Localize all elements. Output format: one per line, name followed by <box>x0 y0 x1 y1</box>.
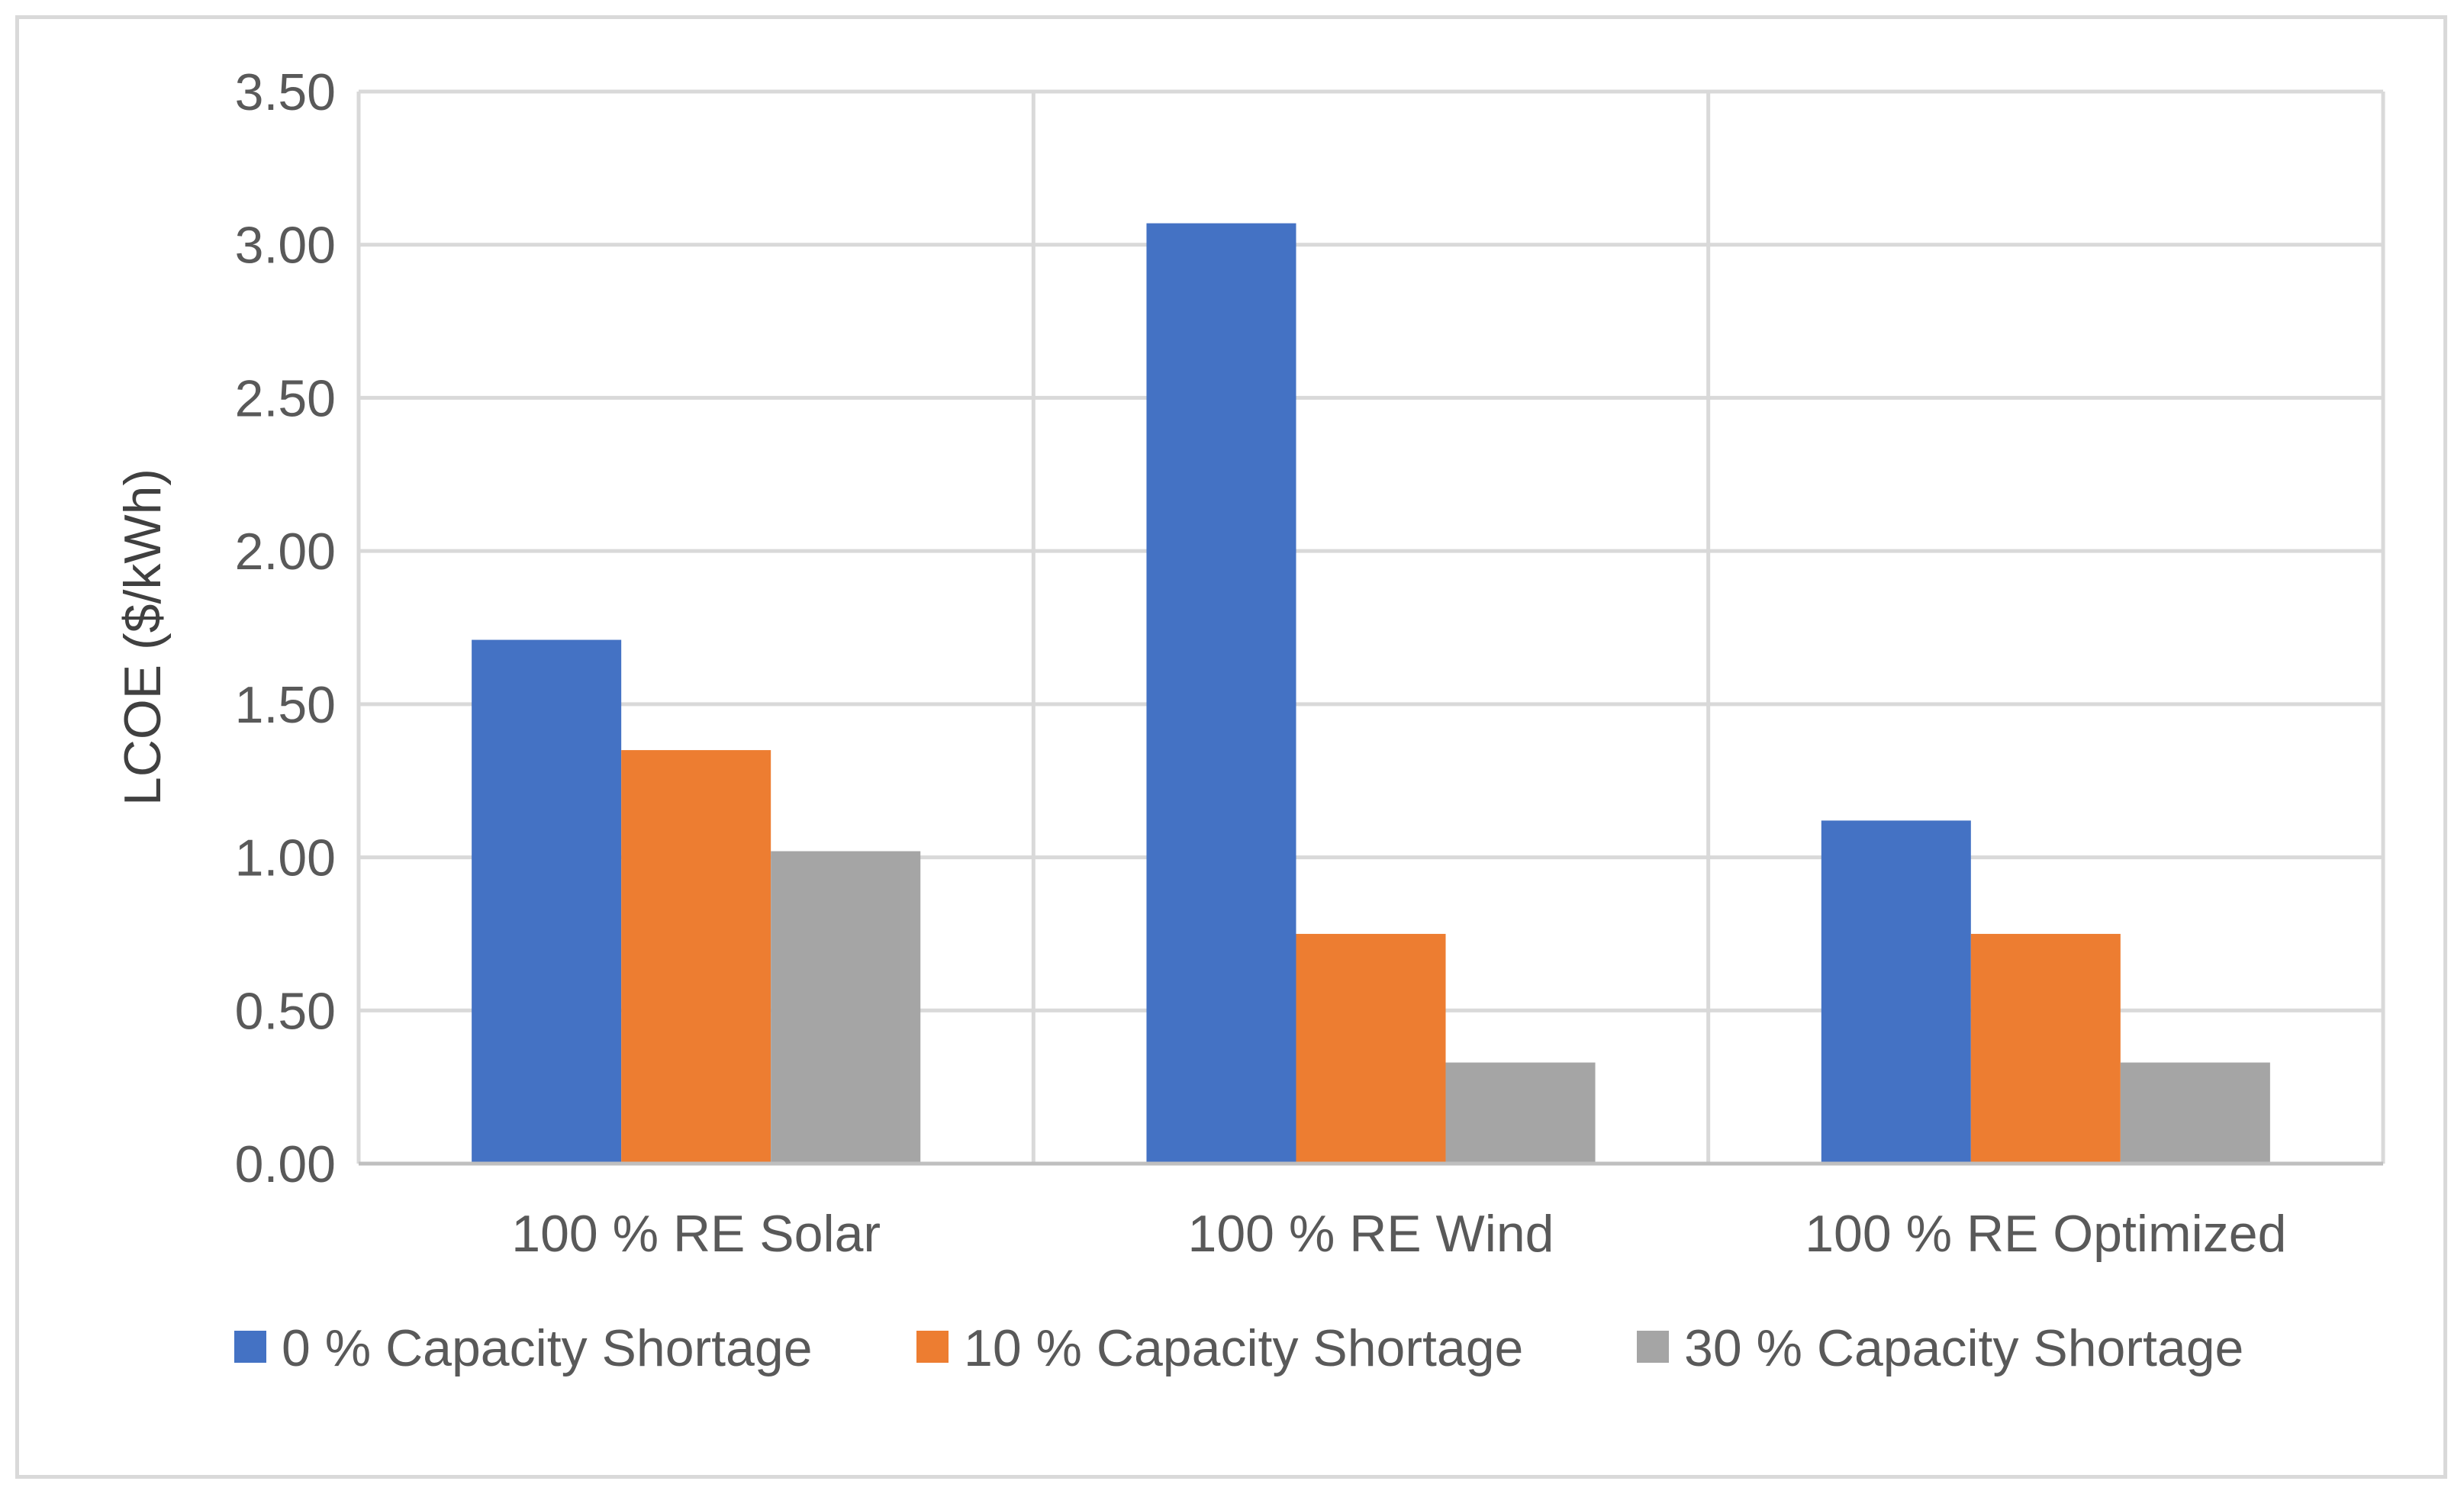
bars <box>472 223 2270 1164</box>
legend-label: 30 % Capacity Shortage <box>1684 1319 2243 1377</box>
legend-swatch <box>916 1331 949 1363</box>
y-tick-label: 0.50 <box>235 982 336 1040</box>
bar-shortage-10 <box>1970 933 2121 1164</box>
x-category-label: 100 % RE Wind <box>1188 1205 1554 1263</box>
bar-shortage-0 <box>1146 223 1296 1164</box>
x-category-label: 100 % RE Optimized <box>1805 1205 2286 1263</box>
y-axis-title: LCOE ($/kWh) <box>114 468 172 806</box>
bar-shortage-10 <box>621 750 771 1164</box>
y-tick-label: 0.00 <box>235 1135 336 1193</box>
bar-shortage-10 <box>1296 933 1446 1164</box>
y-tick-labels: 0.00 0.50 1.00 1.50 2.00 2.50 3.00 3.50 <box>235 63 336 1193</box>
y-tick-label: 2.00 <box>235 523 336 581</box>
y-tick-label: 1.50 <box>235 676 336 734</box>
bar-shortage-30 <box>1445 1062 1596 1164</box>
legend-swatch <box>234 1331 266 1363</box>
legend-swatch <box>1637 1331 1669 1363</box>
bar-shortage-0 <box>472 639 622 1164</box>
bar-shortage-0 <box>1821 820 1971 1164</box>
y-tick-label: 2.50 <box>235 369 336 427</box>
legend-label: 0 % Capacity Shortage <box>282 1319 813 1377</box>
x-category-label: 100 % RE Solar <box>511 1205 881 1263</box>
legend-label: 10 % Capacity Shortage <box>964 1319 1523 1377</box>
x-category-labels: 100 % RE Solar 100 % RE Wind 100 % RE Opti… <box>511 1205 2286 1263</box>
chart-frame: 0.00 0.50 1.00 1.50 2.00 2.50 3.00 3.50 100 % R… <box>15 15 2447 1479</box>
bar-chart: 0.00 0.50 1.00 1.50 2.00 2.50 3.00 3.50 100 % R… <box>114 63 2385 1377</box>
y-tick-label: 3.50 <box>235 63 336 121</box>
y-tick-label: 1.00 <box>235 829 336 887</box>
bar-shortage-30 <box>2120 1062 2270 1164</box>
y-tick-label: 3.00 <box>235 217 336 275</box>
legend: 0 % Capacity Shortage 10 % Capacity Short… <box>234 1319 2243 1377</box>
bar-shortage-30 <box>771 851 921 1164</box>
